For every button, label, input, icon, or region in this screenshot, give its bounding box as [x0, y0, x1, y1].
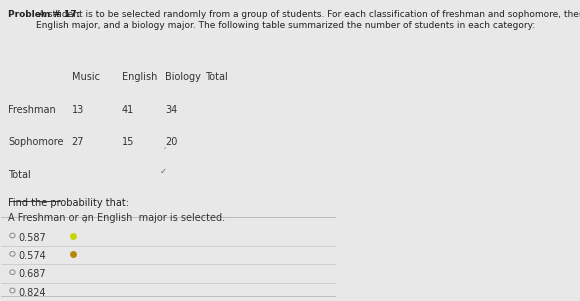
Text: Biology: Biology — [165, 72, 201, 82]
Text: Sophomore: Sophomore — [8, 137, 64, 147]
Text: 27: 27 — [71, 137, 84, 147]
Text: Total: Total — [8, 170, 31, 180]
Text: 34: 34 — [165, 105, 177, 115]
Text: Total: Total — [205, 72, 228, 82]
Text: A Freshman or an English  major is selected.: A Freshman or an English major is select… — [8, 213, 225, 223]
Text: English: English — [122, 72, 157, 82]
Text: Problem # 17:: Problem # 17: — [8, 10, 80, 19]
Text: 0.824: 0.824 — [19, 287, 46, 298]
Text: 41: 41 — [122, 105, 134, 115]
Text: 20: 20 — [165, 137, 177, 147]
Text: ,: , — [164, 143, 166, 149]
Text: Find the probability that:: Find the probability that: — [8, 198, 129, 208]
Text: 0.574: 0.574 — [19, 251, 46, 261]
Text: 0.687: 0.687 — [19, 269, 46, 279]
Text: ✓: ✓ — [160, 167, 167, 176]
Text: 15: 15 — [122, 137, 134, 147]
Text: 13: 13 — [71, 105, 84, 115]
Text: 0.587: 0.587 — [19, 233, 46, 243]
Text: ,: , — [84, 215, 86, 224]
Text: Freshman: Freshman — [8, 105, 56, 115]
Text: A student is to be selected randomly from a group of students. For each classifi: A student is to be selected randomly fro… — [36, 10, 580, 30]
Text: Music: Music — [71, 72, 100, 82]
